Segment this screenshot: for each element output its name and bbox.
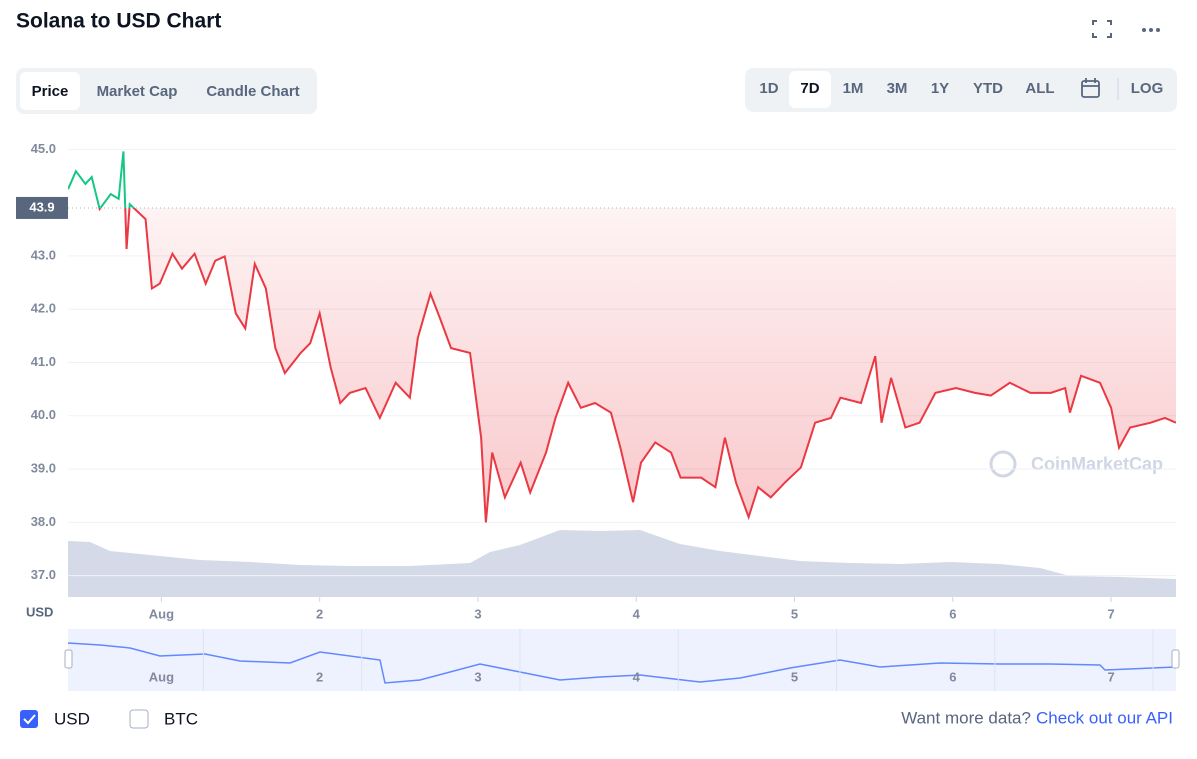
fullscreen-icon[interactable] xyxy=(1092,20,1112,38)
y-tick-label: 37.0 xyxy=(31,567,56,582)
checkbox[interactable] xyxy=(129,709,149,729)
y-tick-label: 43.0 xyxy=(31,247,56,262)
navigator-label: 4 xyxy=(633,669,641,684)
footer-text: Want more data? xyxy=(901,708,1031,727)
tab-group xyxy=(16,68,317,114)
x-tick-label: 7 xyxy=(1107,606,1114,621)
x-tick-label: Aug xyxy=(149,606,174,621)
watermark: CoinMarketCap xyxy=(1031,454,1163,474)
currency-toggle[interactable]: USD xyxy=(54,709,90,728)
navigator-handle[interactable] xyxy=(1171,649,1180,669)
x-tick-label: 3 xyxy=(474,606,481,621)
more-icon[interactable] xyxy=(1142,28,1160,32)
currency-toggle[interactable]: BTC xyxy=(164,709,198,728)
y-tick-label: 42.0 xyxy=(31,301,56,316)
navigator-label: Aug xyxy=(149,669,174,684)
title: Solana to USD Chart xyxy=(16,10,221,33)
footer-link[interactable]: Check out our API xyxy=(1036,708,1173,727)
navigator[interactable] xyxy=(68,629,1176,691)
y-tick-label: 40.0 xyxy=(31,407,56,422)
current-price-box xyxy=(16,196,68,219)
range-button[interactable]: 3M xyxy=(887,80,908,97)
calendar-icon[interactable] xyxy=(1081,78,1100,98)
range-button[interactable]: ALL xyxy=(1025,80,1054,97)
navigator-label: 2 xyxy=(316,669,323,684)
navigator-label: 5 xyxy=(791,669,798,684)
x-tick-label: 5 xyxy=(791,606,798,621)
y-tick-label: 41.0 xyxy=(31,354,56,369)
tab[interactable]: Price xyxy=(32,83,69,100)
navigator-label: 7 xyxy=(1107,669,1114,684)
x-tick-label: 2 xyxy=(316,606,323,621)
range-button[interactable]: 1Y xyxy=(931,80,949,97)
range-button[interactable]: 1M xyxy=(843,80,864,97)
range-button[interactable]: 1D xyxy=(759,80,778,97)
navigator-handle[interactable] xyxy=(64,649,73,669)
range-button[interactable]: LOG xyxy=(1131,80,1164,97)
tab[interactable]: Candle Chart xyxy=(206,83,299,100)
volume-area xyxy=(68,530,1176,597)
area-fill xyxy=(99,207,1176,523)
range-group xyxy=(745,68,1177,112)
y-axis-label: USD xyxy=(26,604,53,619)
navigator-label: 6 xyxy=(949,669,956,684)
range-button[interactable]: 7D xyxy=(800,80,819,97)
y-tick-label: 38.0 xyxy=(31,514,56,529)
tab[interactable]: Market Cap xyxy=(97,83,178,100)
watermark-logo xyxy=(989,450,1017,478)
range-button[interactable]: YTD xyxy=(973,80,1003,97)
active-range xyxy=(789,71,831,108)
price-line-down xyxy=(98,207,1176,523)
x-tick-label: 6 xyxy=(949,606,956,621)
active-tab xyxy=(20,72,80,110)
navigator-label: 3 xyxy=(474,669,481,684)
current-price-label: 43.9 xyxy=(29,199,54,214)
checkbox-checked[interactable] xyxy=(20,710,38,728)
check-mark xyxy=(23,714,36,725)
x-tick-label: 4 xyxy=(633,606,641,621)
y-tick-label: 45.0 xyxy=(31,141,56,156)
y-tick-label: 39.0 xyxy=(31,461,56,476)
navigator-line xyxy=(67,642,1177,684)
